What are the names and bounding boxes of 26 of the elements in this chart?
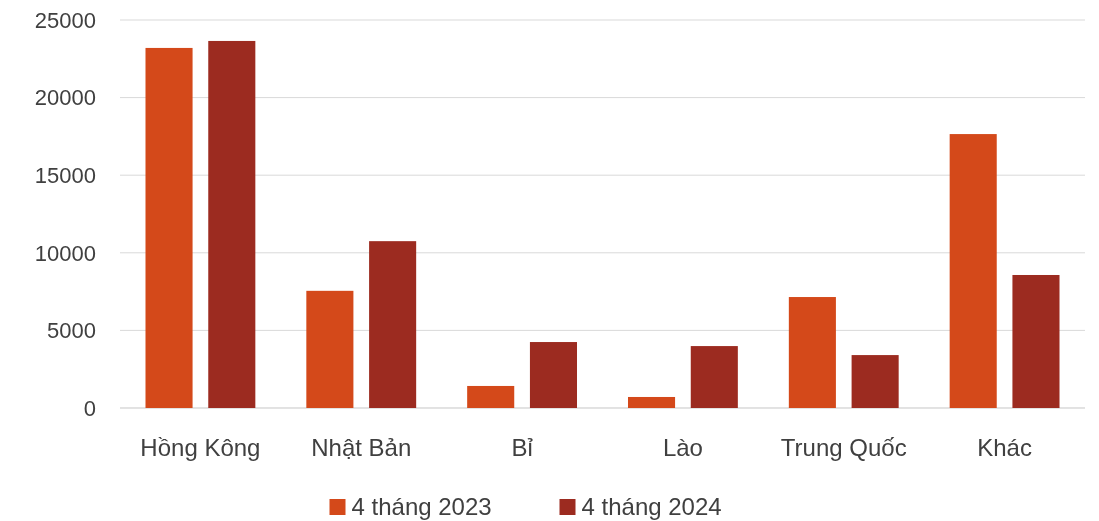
bar <box>208 40 256 408</box>
x-tick-label: Bỉ <box>511 434 534 461</box>
legend-label: 4 tháng 2024 <box>581 493 722 521</box>
bar <box>949 134 997 408</box>
bar <box>529 342 577 408</box>
bar <box>788 297 836 408</box>
bar <box>369 241 417 408</box>
y-tick-label: 5000 <box>47 318 96 344</box>
bar <box>851 355 899 408</box>
x-tick-label: Nhật Bản <box>311 434 412 461</box>
bar <box>145 47 193 408</box>
x-tick-label: Khác <box>977 434 1032 461</box>
y-tick-label: 20000 <box>34 85 96 111</box>
legend-label: 4 tháng 2023 <box>351 493 492 521</box>
y-tick-label: 0 <box>83 395 96 421</box>
bar <box>306 290 354 408</box>
y-tick-label: 25000 <box>34 7 96 33</box>
y-tick-label: 15000 <box>34 162 96 188</box>
bar <box>467 385 515 408</box>
y-tick-label: 10000 <box>34 240 96 266</box>
x-tick-label: Trung Quốc <box>780 434 907 461</box>
bar <box>1012 274 1060 408</box>
bar <box>628 396 676 408</box>
x-tick-label: Hồng Kông <box>140 434 261 461</box>
x-tick-label: Lào <box>662 434 703 461</box>
bar <box>690 346 738 408</box>
